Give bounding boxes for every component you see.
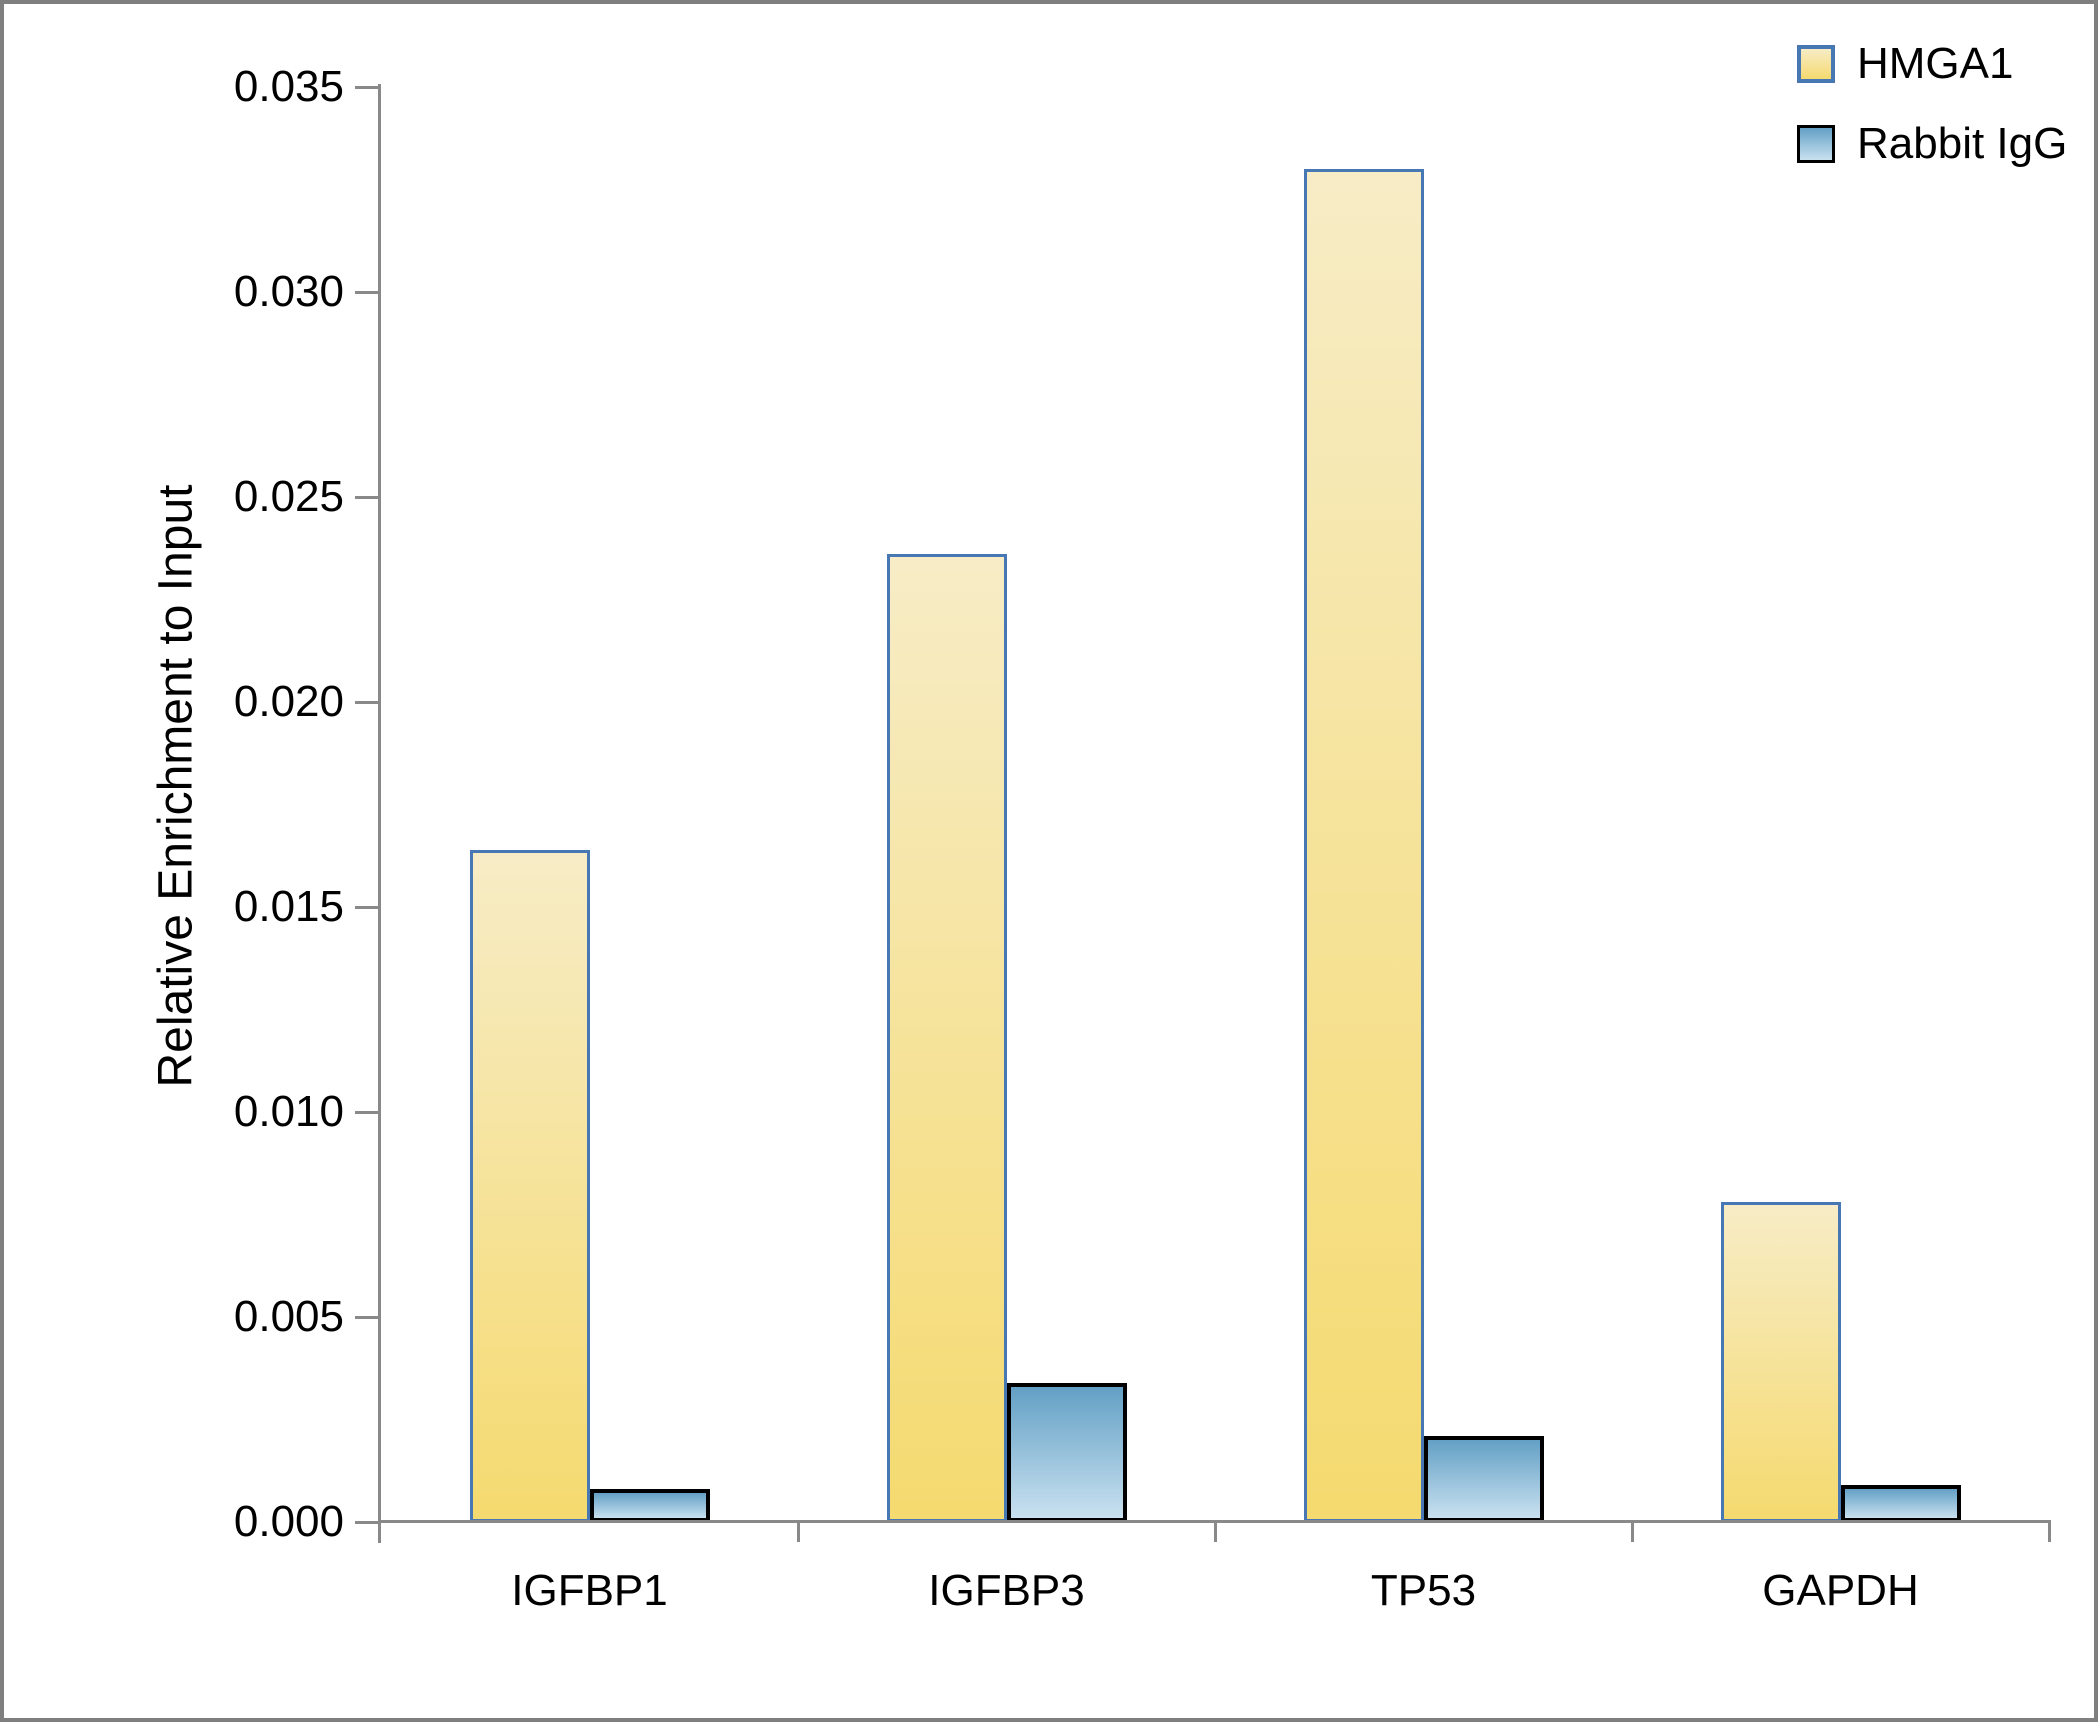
x-category-label: IGFBP3 <box>928 1566 1085 1615</box>
y-tick-label: 0.015 <box>233 882 344 931</box>
y-tick-label: 0.035 <box>233 62 344 111</box>
y-tick-label: 0.025 <box>233 472 344 521</box>
x-tick-mark <box>1213 1520 1217 1542</box>
x-category-label: TP53 <box>1370 1566 1477 1615</box>
bar-rabbit-igg-igfbp1 <box>589 1489 710 1522</box>
legend-swatch-rabbit-igg <box>1797 125 1835 163</box>
x-category-label: GAPDH <box>1762 1566 1919 1615</box>
bar-rabbit-igg-tp53 <box>1423 1436 1544 1522</box>
legend-label: HMGA1 <box>1857 39 2014 88</box>
y-tick-mark <box>355 1110 381 1114</box>
x-tick-mark <box>1630 1520 1634 1542</box>
bar-hmga1-gapdh <box>1720 1202 1841 1522</box>
y-tick-mark <box>355 905 381 909</box>
legend-swatch-hmga1 <box>1797 45 1835 83</box>
x-axis-line <box>378 1520 2049 1523</box>
legend-item-hmga1: HMGA1 <box>1797 42 2013 86</box>
x-category-label: IGFBP1 <box>511 1566 668 1615</box>
y-tick-mark <box>355 1315 381 1319</box>
y-tick-mark <box>355 290 381 294</box>
y-axis-line <box>378 84 381 1543</box>
y-tick-label: 0.010 <box>233 1087 344 1136</box>
bar-rabbit-igg-igfbp3 <box>1006 1383 1127 1522</box>
y-tick-label: 0.000 <box>233 1497 344 1546</box>
legend-label: Rabbit IgG <box>1857 119 2068 168</box>
y-tick-label: 0.005 <box>233 1292 344 1341</box>
legend-item-rabbit-igg: Rabbit IgG <box>1797 122 2067 166</box>
y-tick-label: 0.020 <box>233 677 344 726</box>
y-tick-mark <box>355 495 381 499</box>
y-tick-mark <box>355 1520 381 1524</box>
y-tick-label: 0.030 <box>233 267 344 316</box>
bar-hmga1-tp53 <box>1303 169 1424 1522</box>
y-tick-mark <box>355 85 381 89</box>
bar-hmga1-igfbp3 <box>886 554 1007 1522</box>
y-tick-mark <box>355 700 381 704</box>
x-tick-mark <box>2047 1520 2051 1542</box>
bar-rabbit-igg-gapdh <box>1840 1485 1961 1522</box>
y-axis-title: Relative Enrichment to Input <box>149 484 203 1088</box>
bar-hmga1-igfbp1 <box>469 850 590 1522</box>
x-tick-mark <box>796 1520 800 1542</box>
